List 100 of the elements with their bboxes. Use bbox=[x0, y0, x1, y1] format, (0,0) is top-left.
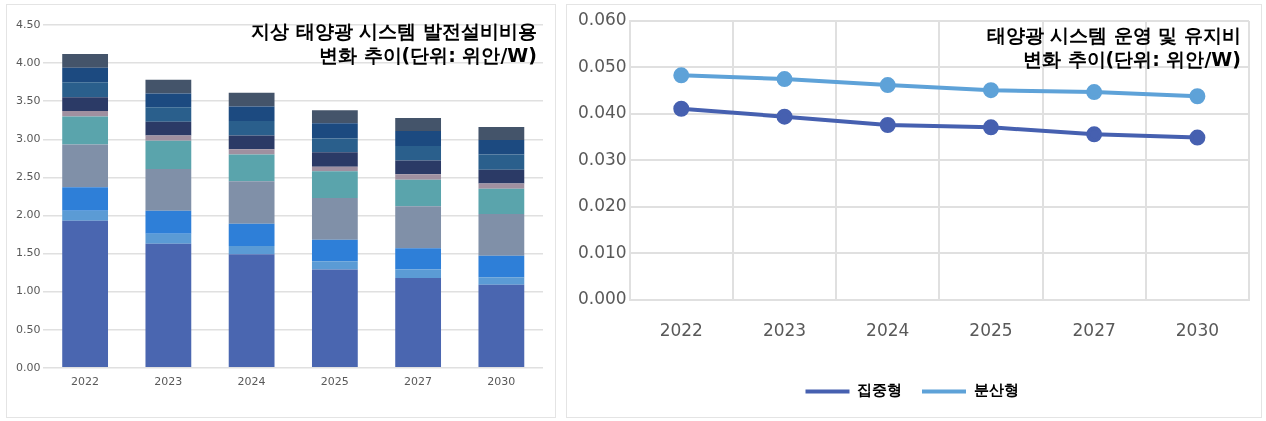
bar bbox=[395, 160, 442, 175]
bar bbox=[395, 146, 442, 161]
x-tick-label: 2023 bbox=[762, 320, 807, 341]
y-tick-label: 1.50 bbox=[15, 246, 41, 260]
bar bbox=[145, 135, 192, 141]
x-tick-label: 2025 bbox=[969, 320, 1013, 341]
x-tick-label: 2024 bbox=[237, 375, 266, 389]
text: 태양광 시스템 운영 및 유지비 변화 추이(단위: 위안/W) bbox=[986, 23, 1241, 71]
bar bbox=[478, 127, 525, 141]
x-tick-label: 2022 bbox=[71, 375, 100, 389]
bar bbox=[228, 154, 275, 182]
bar bbox=[478, 154, 525, 170]
bar bbox=[62, 82, 109, 98]
bar bbox=[228, 254, 275, 368]
bar bbox=[228, 223, 275, 246]
x-tick-label: 2025 bbox=[320, 375, 349, 389]
bar bbox=[145, 243, 192, 368]
bar bbox=[62, 111, 109, 117]
bar bbox=[62, 53, 109, 68]
y-tick-label: 4.50 bbox=[15, 17, 41, 31]
y-tick-label: 4.00 bbox=[15, 55, 41, 69]
bar bbox=[395, 269, 442, 278]
y-tick-label: 2.00 bbox=[15, 208, 41, 222]
y-tick-label: 0.050 bbox=[578, 55, 627, 76]
y-tick-label: 0.040 bbox=[578, 102, 627, 123]
x-tick-label: 2027 bbox=[1072, 320, 1116, 341]
bar bbox=[478, 277, 525, 285]
bar bbox=[145, 121, 192, 136]
x-tick-label: 2022 bbox=[659, 320, 703, 341]
point bbox=[982, 119, 999, 136]
bar bbox=[145, 79, 192, 94]
bar bbox=[478, 140, 525, 155]
bar bbox=[311, 261, 358, 270]
bar bbox=[478, 284, 525, 368]
bar bbox=[62, 210, 109, 221]
bar bbox=[311, 269, 358, 368]
bar bbox=[62, 97, 109, 112]
y-tick-label: 3.50 bbox=[15, 94, 41, 108]
y-tick-label: 1.00 bbox=[15, 284, 41, 298]
bar bbox=[228, 149, 275, 155]
point bbox=[673, 67, 690, 84]
y-tick-label: 2.50 bbox=[15, 170, 41, 184]
x-tick-label: 2024 bbox=[866, 320, 910, 341]
bar bbox=[311, 110, 358, 124]
y-tick-label: 0.010 bbox=[578, 241, 627, 262]
bar bbox=[62, 144, 109, 188]
bar bbox=[478, 255, 525, 278]
point bbox=[1086, 126, 1103, 143]
point bbox=[673, 100, 690, 117]
point bbox=[1189, 129, 1206, 146]
bar bbox=[395, 130, 442, 147]
bar bbox=[145, 140, 192, 169]
y-tick-label: 0.00 bbox=[15, 360, 41, 374]
bar bbox=[311, 152, 358, 167]
y-tick-label: 0.000 bbox=[578, 288, 627, 309]
bar bbox=[478, 188, 525, 214]
bar bbox=[311, 138, 358, 153]
bar bbox=[311, 197, 358, 240]
point bbox=[776, 108, 793, 125]
bar bbox=[478, 183, 525, 189]
bar bbox=[311, 239, 358, 262]
bar bbox=[145, 93, 192, 108]
y-tick-label: 3.00 bbox=[15, 132, 41, 146]
legend-label: 집중형 bbox=[857, 381, 902, 400]
bar bbox=[228, 120, 275, 136]
y-tick-label: 0.060 bbox=[578, 9, 627, 30]
bar bbox=[395, 117, 442, 131]
bar bbox=[62, 116, 109, 145]
bar bbox=[395, 179, 442, 207]
bar bbox=[145, 233, 192, 244]
point bbox=[879, 117, 896, 134]
point bbox=[1189, 88, 1206, 105]
bar bbox=[62, 67, 109, 83]
point bbox=[982, 82, 999, 99]
bar bbox=[395, 248, 442, 270]
point bbox=[776, 71, 793, 88]
bar bbox=[395, 277, 442, 368]
bar bbox=[62, 187, 109, 211]
point bbox=[879, 77, 896, 94]
y-tick-label: 0.020 bbox=[578, 195, 627, 216]
bar bbox=[395, 206, 442, 249]
bar bbox=[228, 135, 275, 150]
bar bbox=[311, 123, 358, 139]
x-tick-label: 2030 bbox=[1175, 320, 1220, 341]
bar bbox=[62, 220, 109, 368]
x-tick-label: 2027 bbox=[404, 375, 433, 389]
x-tick-label: 2023 bbox=[154, 375, 183, 389]
bar bbox=[478, 169, 525, 184]
bar bbox=[145, 168, 192, 211]
y-tick-label: 0.50 bbox=[15, 322, 41, 336]
legend-label: 분산형 bbox=[973, 381, 1019, 400]
bar bbox=[145, 210, 192, 234]
bar bbox=[228, 92, 275, 107]
bar bbox=[228, 106, 275, 121]
bar bbox=[311, 171, 358, 198]
x-tick-label: 2030 bbox=[487, 375, 516, 389]
point bbox=[1086, 84, 1103, 101]
bar bbox=[395, 174, 442, 180]
y-tick-label: 0.030 bbox=[578, 148, 627, 169]
chart-title: 지상 태양광 시스템 발전설비비용 변화 추이(단위: 위안/W) bbox=[251, 19, 537, 67]
